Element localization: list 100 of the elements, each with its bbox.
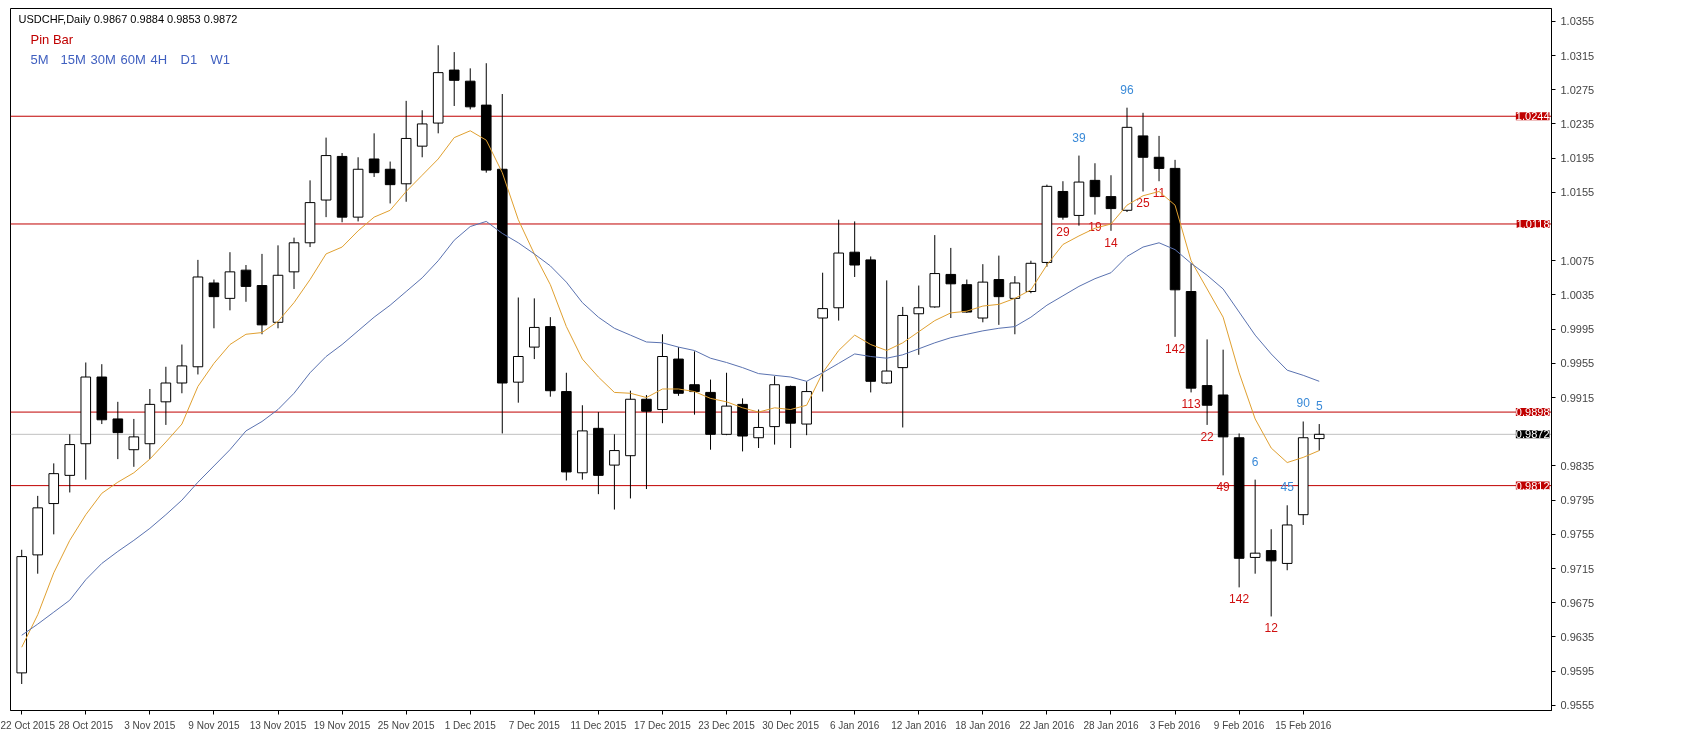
candlestick — [416, 109, 428, 158]
text: 96 — [1120, 82, 1134, 97]
annotation: 15M — [60, 51, 86, 67]
y-tick-label: 0.9995 — [1560, 323, 1595, 336]
x-tick-label: 3 Nov 2015 — [124, 719, 176, 731]
x-tick-label: 28 Jan 2016 — [1083, 719, 1139, 731]
text: 90 — [1296, 396, 1310, 411]
x-tick-label: 6 Jan 2016 — [829, 719, 880, 731]
ref-line-label: 0.9812 — [1515, 479, 1550, 492]
x-tick-label: 22 Jan 2016 — [1019, 719, 1075, 731]
x-tick-label: 19 Nov 2015 — [313, 719, 371, 731]
x-tick-label: 9 Feb 2016 — [1213, 719, 1265, 731]
candlestick — [641, 394, 652, 490]
candlestick — [384, 161, 396, 204]
x-tick-label: 11 Dec 2015 — [570, 719, 627, 731]
candlestick — [448, 51, 460, 107]
y-tick-label: 0.9835 — [1560, 459, 1595, 472]
x-tick-label: 7 Dec 2015 — [508, 719, 561, 731]
text: 142 — [1165, 341, 1186, 356]
x-tick-label: 25 Nov 2015 — [377, 719, 435, 731]
x-tick-label: 30 Dec 2015 — [762, 719, 820, 731]
x-tick-label: 3 Feb 2016 — [1149, 719, 1201, 731]
y-tick-label: 0.9555 — [1560, 699, 1595, 712]
y-tick-label: 0.9755 — [1560, 528, 1595, 541]
x-tick-label: 18 Jan 2016 — [955, 719, 1011, 731]
y-tick-label: 0.9675 — [1560, 596, 1595, 609]
y-tick-label: 0.9635 — [1560, 630, 1595, 643]
candlestick — [817, 272, 828, 393]
candlestick — [368, 132, 380, 178]
x-tick-label: 15 Feb 2016 — [1275, 719, 1332, 731]
x-tick-label: 23 Dec 2015 — [698, 719, 756, 731]
candlestick — [1153, 135, 1165, 182]
x-tick-label: 22 Oct 2015 — [0, 719, 56, 731]
candlestick — [1105, 174, 1117, 232]
y-tick-label: 0.9955 — [1560, 357, 1595, 370]
ref-line-label: 1.0118 — [1516, 217, 1550, 230]
candlestick — [1137, 112, 1149, 192]
candlestick — [753, 409, 764, 449]
x-tick-label: 1 Dec 2015 — [444, 719, 497, 731]
candlestick — [1089, 162, 1101, 216]
text: 14 — [1104, 235, 1118, 250]
y-tick-label: 1.0315 — [1560, 49, 1595, 62]
text: 39 — [1072, 130, 1086, 145]
annotation: W1 — [210, 51, 230, 67]
y-tick-label: 0.9795 — [1560, 494, 1595, 507]
text: 12 — [1264, 621, 1278, 636]
candlestick — [993, 255, 1005, 326]
candlestick — [208, 279, 220, 329]
text: 25 — [1136, 196, 1150, 211]
y-tick-label: 1.0195 — [1560, 152, 1595, 165]
candlestick — [1265, 528, 1277, 617]
ref-line-label: 1.0244 — [1515, 110, 1550, 123]
candlestick — [913, 285, 925, 356]
candlestick — [849, 220, 860, 278]
y-tick-label: 0.9715 — [1560, 562, 1595, 575]
annotation: 5M — [30, 51, 49, 67]
candlestick — [1313, 423, 1325, 452]
text: 5 — [1315, 399, 1323, 414]
ref-line-label: 0.9872 — [1515, 428, 1550, 441]
y-tick-label: 1.0355 — [1560, 15, 1595, 28]
candlestick — [176, 344, 188, 394]
text: 113 — [1181, 397, 1201, 412]
annotation: 60M — [120, 51, 146, 67]
annotation: 30M — [90, 51, 116, 67]
candlestick — [160, 366, 172, 426]
y-tick-label: 0.9915 — [1560, 391, 1595, 404]
candlestick — [240, 264, 252, 303]
y-tick-label: 1.0275 — [1560, 83, 1595, 96]
y-tick-label: 1.0035 — [1560, 288, 1595, 301]
x-tick-label: 13 Nov 2015 — [249, 719, 307, 731]
y-tick-label: 1.0235 — [1560, 117, 1595, 130]
candlestick — [689, 350, 700, 416]
annotation: Pin Bar — [30, 31, 74, 47]
y-tick-label: 0.9595 — [1560, 665, 1595, 678]
candlestick — [529, 297, 540, 360]
text: 29 — [1056, 224, 1070, 239]
text: 19 — [1088, 219, 1102, 234]
candlestick — [881, 279, 893, 385]
x-tick-label: 17 Dec 2015 — [634, 719, 692, 731]
x-tick-label: 9 Nov 2015 — [188, 719, 240, 731]
candlestick — [128, 418, 140, 468]
x-tick-label: 28 Oct 2015 — [58, 719, 114, 731]
text: 142 — [1229, 592, 1250, 607]
chart-title: USDCHF,Daily 0.9867 0.9884 0.9853 0.9872 — [18, 12, 238, 25]
text: 6 — [1251, 454, 1259, 469]
ref-line-label: 0.9898 — [1515, 406, 1550, 419]
candlestick — [609, 433, 620, 511]
line-series — [21, 220, 1320, 636]
annotation: 4H — [150, 51, 168, 67]
y-tick-label: 1.0155 — [1560, 186, 1595, 199]
candlestick — [112, 401, 124, 460]
candlestick — [945, 247, 957, 319]
text: 22 — [1200, 429, 1214, 444]
annotation: D1 — [180, 51, 198, 67]
candlestick — [1009, 275, 1021, 335]
y-tick-label: 1.0075 — [1560, 254, 1595, 267]
candlestick — [1249, 479, 1261, 575]
candlestick — [1201, 338, 1213, 426]
x-tick-label: 12 Jan 2016 — [891, 719, 947, 731]
line-series — [21, 130, 1320, 648]
